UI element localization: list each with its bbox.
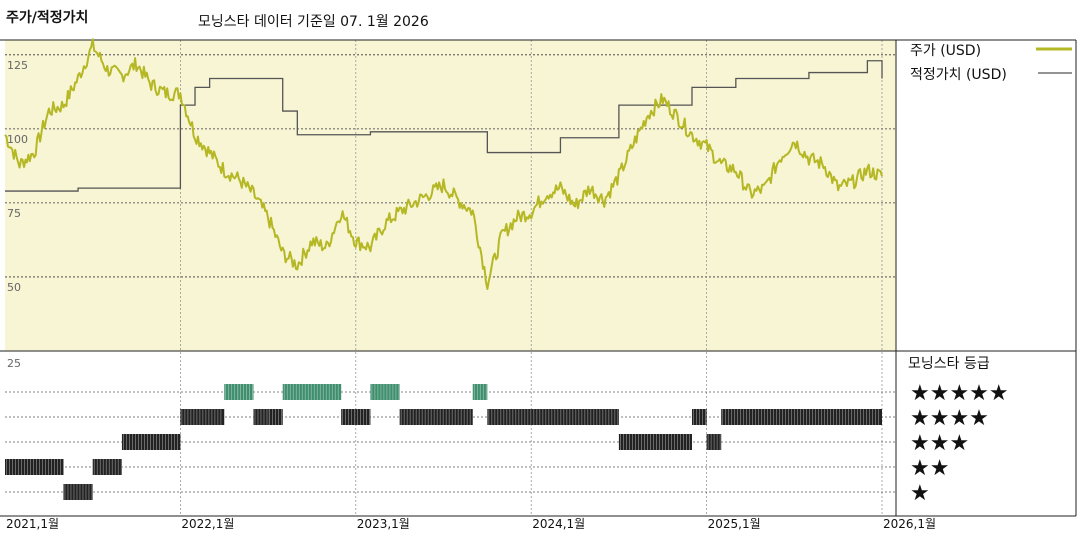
y-tick-label: 75 bbox=[7, 207, 21, 220]
rating-segment bbox=[341, 409, 356, 425]
series-lines bbox=[4, 38, 883, 290]
legend-price-label: 주가 (USD) bbox=[910, 43, 981, 59]
x-tick-label: 2021,1월 bbox=[6, 517, 59, 531]
rating-segment bbox=[224, 384, 239, 400]
rating-segment bbox=[5, 459, 64, 475]
y-tick-labels: 125 100 75 50 bbox=[7, 59, 28, 294]
rating-segment bbox=[282, 384, 342, 400]
rating-segment bbox=[399, 409, 473, 425]
rating-segment bbox=[706, 434, 722, 450]
x-tick-labels: 2021,1월 2022,1월 2023,1월 2024,1월 2025,1월 2026,… bbox=[6, 517, 936, 531]
rating-level-label: ★ bbox=[910, 481, 930, 506]
chart-title: 주가/적정가치 bbox=[6, 9, 88, 26]
y-tick-label: 50 bbox=[7, 281, 21, 294]
rating-segment bbox=[121, 434, 181, 450]
rating-legend-title: 모닝스타 등급 bbox=[908, 356, 990, 372]
rating-segment bbox=[63, 484, 93, 500]
x-tick-label: 2024,1월 bbox=[532, 517, 585, 531]
rating-y-tick-label: 25 bbox=[7, 357, 21, 370]
price-line bbox=[4, 38, 883, 290]
rating-segment bbox=[472, 384, 488, 400]
rating-segment bbox=[92, 459, 122, 475]
fair-value-line bbox=[5, 60, 883, 192]
rating-segment bbox=[691, 409, 707, 425]
x-tick-label: 2022,1월 bbox=[181, 517, 234, 531]
y-tick-label: 125 bbox=[7, 59, 28, 72]
x-tick-label: 2026,1월 bbox=[883, 517, 936, 531]
rating-segment bbox=[618, 434, 692, 450]
rating-level-label: ★★★★ bbox=[910, 406, 989, 431]
rating-level-label: ★★ bbox=[910, 456, 949, 481]
legend: 주가 (USD) 적정가치 (USD) bbox=[910, 43, 1072, 83]
rating-segment bbox=[487, 409, 619, 425]
legend-fair-value-label: 적정가치 (USD) bbox=[910, 67, 1007, 83]
chart-subtitle: 모닝스타 데이터 기준일 07. 1월 2026 bbox=[198, 14, 429, 30]
rating-segment bbox=[180, 409, 225, 425]
rating-segment bbox=[238, 384, 254, 400]
rating-segment bbox=[355, 409, 371, 425]
rating-level-label: ★★★ bbox=[910, 431, 969, 456]
rating-segment bbox=[721, 409, 882, 425]
panel-frame bbox=[0, 39, 1077, 517]
rating-level-label: ★★★★★ bbox=[910, 381, 1009, 406]
rating-timeline bbox=[5, 384, 882, 500]
y-tick-label: 100 bbox=[7, 133, 28, 146]
rating-segment bbox=[370, 384, 400, 400]
x-tick-label: 2023,1월 bbox=[357, 517, 410, 531]
x-tick-label: 2025,1월 bbox=[708, 517, 761, 531]
rating-segment bbox=[268, 409, 283, 425]
rating-segment bbox=[253, 409, 269, 425]
